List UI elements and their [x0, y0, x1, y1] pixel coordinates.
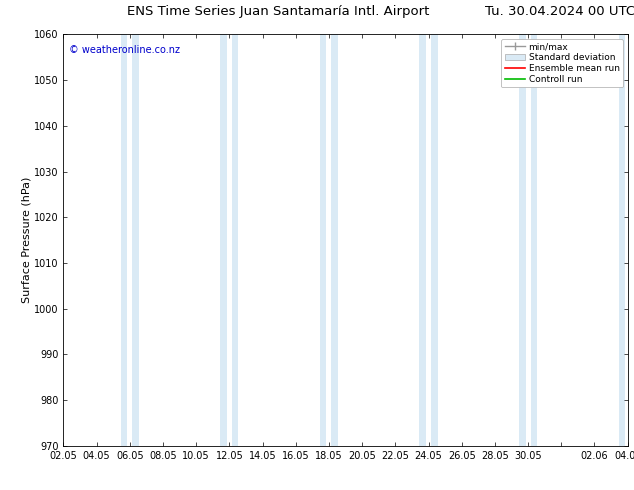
- Bar: [630, 34, 634, 446]
- Bar: [431, 34, 437, 446]
- Bar: [232, 34, 238, 446]
- Bar: [133, 34, 139, 446]
- Bar: [220, 34, 227, 446]
- Bar: [120, 34, 127, 446]
- Text: © weatheronline.co.nz: © weatheronline.co.nz: [69, 45, 180, 54]
- Text: ENS Time Series Juan Santamaría Intl. Airport: ENS Time Series Juan Santamaría Intl. Ai…: [127, 5, 429, 18]
- Bar: [419, 34, 426, 446]
- Bar: [332, 34, 338, 446]
- Y-axis label: Surface Pressure (hPa): Surface Pressure (hPa): [21, 177, 31, 303]
- Bar: [531, 34, 537, 446]
- Legend: min/max, Standard deviation, Ensemble mean run, Controll run: min/max, Standard deviation, Ensemble me…: [501, 39, 623, 87]
- Bar: [519, 34, 526, 446]
- Bar: [320, 34, 327, 446]
- Text: Tu. 30.04.2024 00 UTC: Tu. 30.04.2024 00 UTC: [485, 5, 634, 18]
- Bar: [619, 34, 625, 446]
